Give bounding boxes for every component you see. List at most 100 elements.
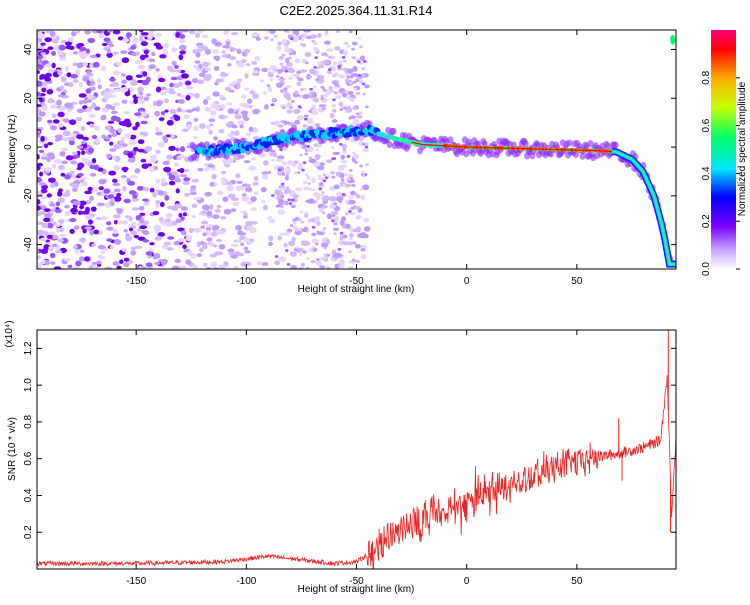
noise-blob <box>343 59 347 63</box>
noise-blob <box>87 94 94 100</box>
noise-blob <box>296 81 302 87</box>
noise-blob <box>162 160 170 166</box>
noise-blob <box>333 202 337 205</box>
noise-blob <box>85 88 92 94</box>
noise-blob <box>349 227 354 232</box>
noise-blob <box>196 241 201 248</box>
noise-blob <box>179 50 186 55</box>
noise-blob <box>90 206 97 212</box>
noise-blob <box>52 221 57 226</box>
noise-blob <box>111 133 118 137</box>
noise-blob <box>175 147 180 152</box>
noise-blob <box>268 89 273 93</box>
noise-blob <box>136 222 142 226</box>
noise-blob <box>72 187 78 193</box>
noise-blob <box>46 234 53 239</box>
noise-blob <box>210 102 219 109</box>
noise-blob <box>40 52 47 56</box>
noise-blob <box>225 102 233 106</box>
ridge-peak-line <box>411 141 622 155</box>
noise-blob <box>340 263 344 267</box>
noise-blob <box>355 79 359 82</box>
noise-blob <box>46 222 54 229</box>
noise-blob <box>37 165 41 171</box>
noise-blob <box>295 216 299 220</box>
noise-blob <box>110 197 115 203</box>
noise-blob <box>294 119 301 125</box>
noise-blob <box>67 37 74 43</box>
snr-x-tick-label: 0 <box>464 576 470 587</box>
noise-blob <box>37 32 41 39</box>
ridge-core <box>235 148 242 154</box>
noise-blob <box>214 56 220 62</box>
noise-blob <box>268 235 274 242</box>
noise-blob <box>349 190 356 196</box>
noise-blob <box>60 172 66 177</box>
noise-blob <box>100 251 106 255</box>
noise-blob <box>91 102 97 109</box>
noise-blob <box>152 211 160 216</box>
noise-blob <box>225 41 231 46</box>
noise-blob <box>117 127 123 134</box>
noise-blob <box>342 92 347 98</box>
noise-blob <box>193 117 199 122</box>
noise-blob <box>65 155 74 161</box>
noise-blob <box>332 81 337 85</box>
noise-blob <box>353 153 360 160</box>
noise-blob <box>269 64 277 71</box>
noise-blob <box>322 107 326 111</box>
noise-blob <box>233 265 239 269</box>
noise-blob <box>59 151 66 157</box>
noise-blob <box>271 194 275 197</box>
noise-blob <box>266 216 271 220</box>
noise-blob <box>283 188 289 195</box>
noise-blob <box>288 202 293 205</box>
noise-blob <box>78 81 84 88</box>
noise-blob <box>112 102 121 107</box>
noise-blob <box>149 154 158 159</box>
noise-blob <box>261 67 269 72</box>
noise-blob <box>329 171 336 175</box>
noise-blob <box>322 173 327 177</box>
noise-blob <box>230 243 239 247</box>
noise-blob <box>216 238 223 243</box>
noise-blob <box>292 194 299 199</box>
noise-blob <box>236 180 244 184</box>
noise-blob <box>161 244 169 250</box>
noise-blob <box>236 82 241 89</box>
noise-blob <box>153 224 161 231</box>
noise-blob <box>80 141 86 145</box>
noise-blob <box>291 163 297 167</box>
noise-blob <box>347 174 354 178</box>
noise-blob <box>341 193 346 196</box>
noise-blob <box>230 208 237 212</box>
noise-blob <box>333 86 338 89</box>
noise-blob <box>188 30 196 35</box>
noise-blob <box>359 45 363 49</box>
noise-blob <box>43 208 51 213</box>
noise-blob <box>345 73 349 77</box>
noise-blob <box>238 232 247 236</box>
noise-blob <box>256 261 263 266</box>
colorbar-tick-label: 0.0 <box>701 262 712 276</box>
noise-blob <box>296 115 305 121</box>
noise-blob <box>43 213 52 218</box>
noise-blob <box>312 85 317 89</box>
noise-blob <box>300 220 305 224</box>
noise-blob <box>83 143 88 149</box>
noise-blob <box>305 61 309 65</box>
noise-blob <box>321 86 325 90</box>
noise-blob <box>168 89 175 93</box>
noise-blob <box>173 240 180 246</box>
noise-blob <box>290 264 298 269</box>
noise-blob <box>113 88 122 92</box>
noise-blob <box>55 201 61 207</box>
noise-blob <box>153 42 161 47</box>
noise-blob <box>134 60 143 65</box>
noise-blob <box>96 78 101 84</box>
noise-blob <box>215 78 223 83</box>
noise-blob <box>328 55 332 59</box>
noise-blob <box>183 114 190 120</box>
noise-blob <box>192 264 198 269</box>
noise-blob <box>362 92 366 96</box>
